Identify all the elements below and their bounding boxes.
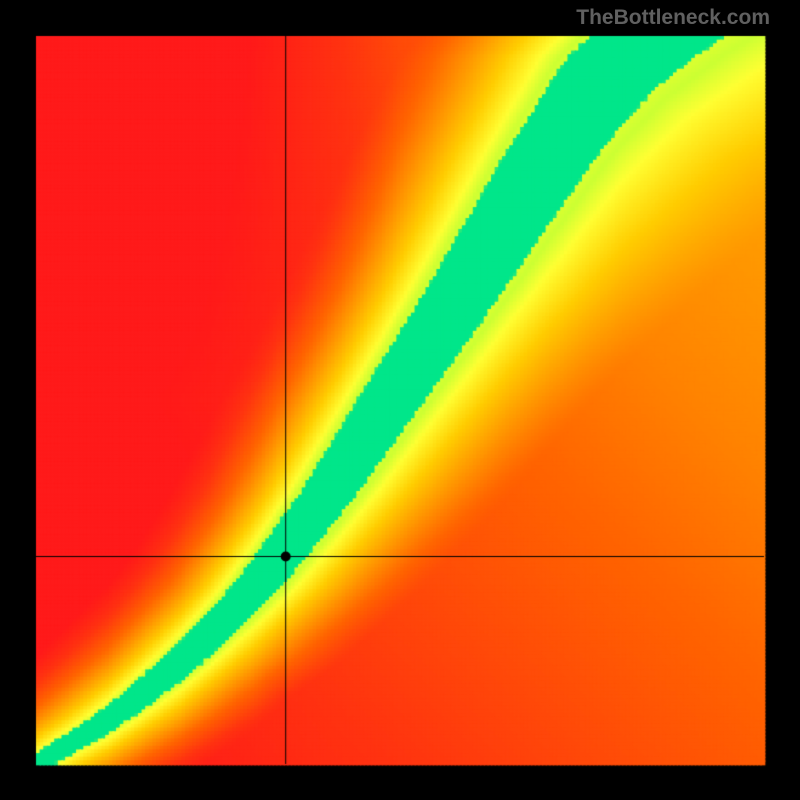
watermark-text: TheBottleneck.com — [576, 6, 770, 30]
chart-container: TheBottleneck.com — [0, 0, 800, 800]
bottleneck-heatmap — [0, 0, 800, 800]
